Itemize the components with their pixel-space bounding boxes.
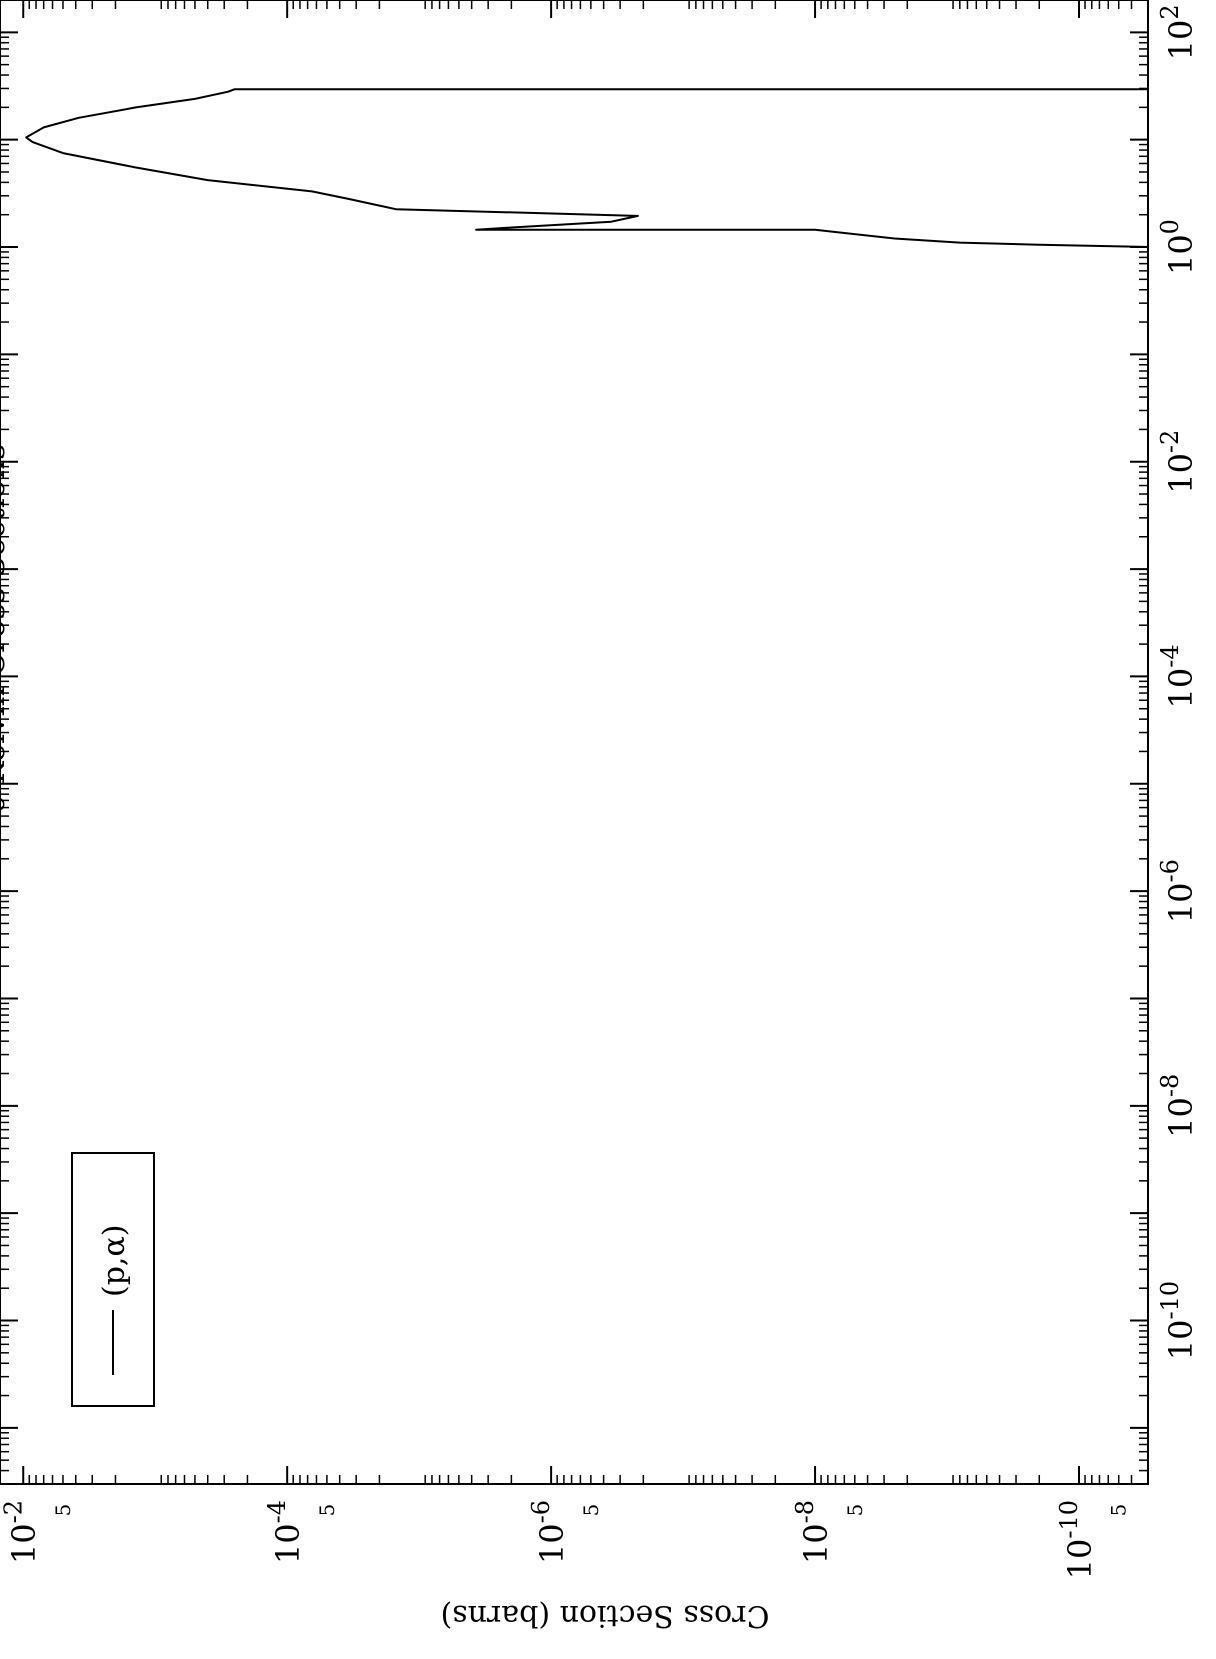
y-minor-label: 5 xyxy=(51,1504,75,1517)
y-minor-label: 5 xyxy=(1107,1504,1131,1517)
y-tick-label: 10-4 xyxy=(263,1500,307,1564)
x-axis: 10-10 10-8 10-6 10-4 10-2 100 102 xyxy=(0,4,1200,1429)
x-tick-label: 10-2 xyxy=(1156,430,1200,494)
y-tick-label: 10-10 xyxy=(1055,1500,1099,1579)
x-tick-label: 10-4 xyxy=(1156,644,1200,708)
y-tick-label: 10-8 xyxy=(791,1500,835,1564)
plot-frame xyxy=(0,0,1149,1485)
legend: (p,α) xyxy=(71,1152,155,1407)
x-tick-label: 102 xyxy=(1156,4,1200,60)
y-tick-label: 10-2 xyxy=(0,1500,43,1564)
legend-label-p-alpha: (p,α) xyxy=(97,1225,132,1297)
y-tick-label: 10-6 xyxy=(527,1500,571,1564)
x-tick-label: 10-10 xyxy=(1156,1281,1200,1360)
x-tick-label: 10-8 xyxy=(1156,1074,1200,1138)
series-line-p-alpha xyxy=(25,88,1149,248)
x-tick-label: 10-6 xyxy=(1156,859,1200,923)
minor-ticks xyxy=(0,0,1149,1485)
y-axis-title: Cross Section (barns) xyxy=(441,1598,770,1633)
chart-title: 0 Kelvin Cross Sections xyxy=(0,444,12,814)
y-minor-label: 5 xyxy=(843,1504,867,1517)
y-minor-label: 5 xyxy=(315,1504,339,1517)
y-minor-label: 5 xyxy=(579,1504,603,1517)
x-tick-label: 100 xyxy=(1156,219,1200,275)
y-axis: 10-2 10-4 10-6 10-8 10-10 5 5 5 5 5 xyxy=(0,0,1131,1579)
legend-box xyxy=(71,1152,155,1407)
